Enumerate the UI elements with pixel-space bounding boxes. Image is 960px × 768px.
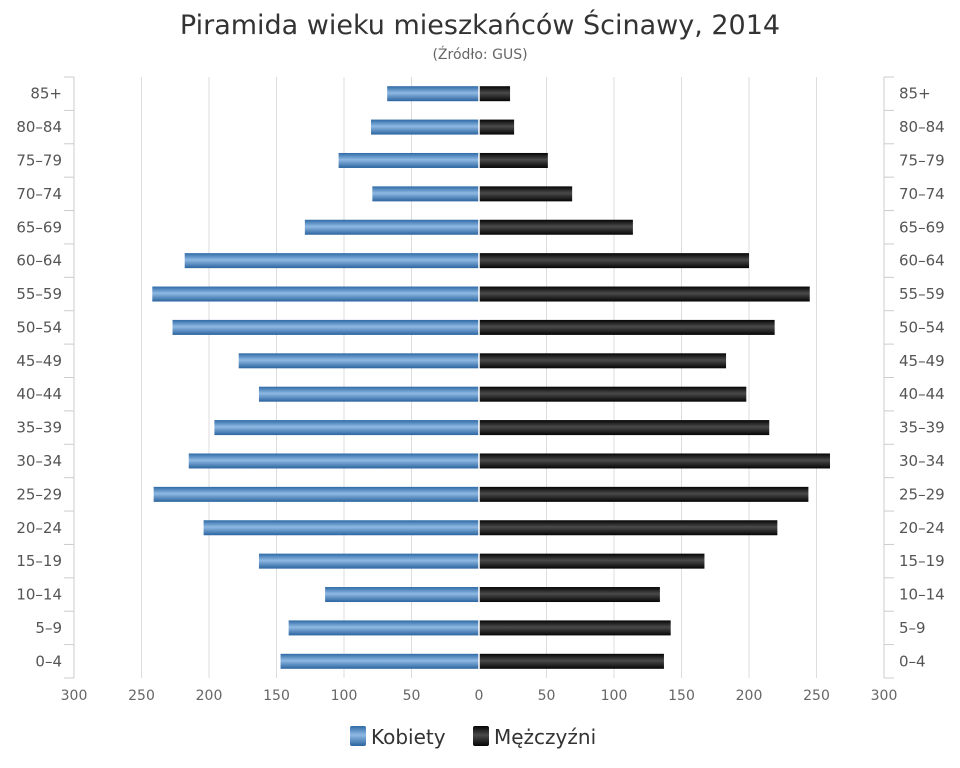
bar-mezczyzni[interactable] [479, 286, 810, 302]
bar-mezczyzni[interactable] [479, 353, 727, 369]
age-group-label-right: 85+ [899, 85, 931, 103]
age-group-label-right: 25–29 [899, 485, 945, 503]
bar-mezczyzni[interactable] [479, 553, 705, 569]
age-group-label-left: 15–19 [16, 552, 62, 570]
bar-kobiety[interactable] [258, 386, 479, 402]
legend-label-kobiety: Kobiety [371, 725, 446, 749]
age-group-label-right: 5–9 [899, 619, 926, 637]
age-group-label-left: 70–74 [16, 185, 62, 203]
x-tick-label: 150 [263, 688, 290, 704]
x-tick-label: 100 [601, 688, 628, 704]
bar-mezczyzni[interactable] [479, 119, 515, 135]
category-labels: 0–4 0–4 5–9 5–9 10–14 10–14 15–19 15–19 20–24 20–… [16, 85, 944, 671]
x-tick-label: 250 [803, 688, 830, 704]
legend: Kobiety Mężczyźni [350, 725, 596, 749]
age-group-label-left: 55–59 [16, 285, 62, 303]
bar-mezczyzni[interactable] [479, 219, 633, 235]
bars [152, 77, 830, 678]
x-tick-label: 150 [668, 688, 695, 704]
legend-swatch-kobiety [350, 726, 366, 746]
x-tick-label: 250 [128, 688, 155, 704]
legend-swatch-mezczyzni [473, 726, 489, 746]
bar-kobiety[interactable] [280, 653, 479, 669]
age-group-label-left: 65–69 [16, 218, 62, 236]
bar-mezczyzni[interactable] [479, 486, 809, 502]
bar-mezczyzni[interactable] [479, 319, 775, 335]
bar-kobiety[interactable] [372, 186, 479, 202]
age-group-label-right: 20–24 [899, 519, 945, 537]
age-group-label-left: 0–4 [35, 652, 62, 670]
age-group-label-left: 60–64 [16, 252, 62, 270]
age-group-label-right: 50–54 [899, 318, 945, 336]
bar-mezczyzni[interactable] [479, 152, 548, 168]
age-group-label-right: 80–84 [899, 118, 945, 136]
legend-label-mezczyzni: Mężczyźni [494, 725, 596, 749]
bar-mezczyzni[interactable] [479, 386, 747, 402]
age-group-label-left: 20–24 [16, 519, 62, 537]
age-group-label-left: 25–29 [16, 485, 62, 503]
age-group-label-left: 80–84 [16, 118, 62, 136]
bar-kobiety[interactable] [288, 620, 479, 636]
x-tick-label: 0 [475, 688, 484, 704]
chart-subtitle: (Źródło: GUS) [432, 45, 527, 63]
age-group-label-right: 70–74 [899, 185, 945, 203]
age-group-label-right: 35–39 [899, 419, 945, 437]
age-group-label-left: 35–39 [16, 419, 62, 437]
bar-mezczyzni[interactable] [479, 253, 749, 269]
age-group-label-left: 5–9 [35, 619, 62, 637]
age-group-label-right: 65–69 [899, 218, 945, 236]
legend-item-kobiety[interactable]: Kobiety [350, 725, 446, 749]
bar-mezczyzni[interactable] [479, 186, 573, 202]
bar-mezczyzni[interactable] [479, 453, 830, 469]
age-group-label-right: 40–44 [899, 385, 945, 403]
chart-title: Piramida wieku mieszkańców Ścinawy, 2014 [180, 9, 780, 41]
bar-kobiety[interactable] [203, 520, 479, 536]
bar-kobiety[interactable] [387, 86, 479, 102]
bar-mezczyzni[interactable] [479, 86, 511, 102]
age-group-label-left: 40–44 [16, 385, 62, 403]
x-axis-tick-labels: 300 250 200 150 100 50 0 50 100 150 200 250 300 [61, 688, 898, 704]
bar-kobiety[interactable] [153, 486, 479, 502]
age-group-label-right: 45–49 [899, 352, 945, 370]
bar-mezczyzni[interactable] [479, 420, 770, 436]
x-tick-label: 50 [538, 688, 556, 704]
bar-kobiety[interactable] [258, 553, 479, 569]
axes [64, 76, 894, 679]
legend-item-mezczyzni[interactable]: Mężczyźni [473, 725, 596, 749]
bar-kobiety[interactable] [238, 353, 479, 369]
bar-mezczyzni[interactable] [479, 587, 660, 603]
bar-kobiety[interactable] [214, 420, 479, 436]
x-tick-label: 100 [331, 688, 358, 704]
x-tick-label: 200 [736, 688, 763, 704]
age-group-label-right: 60–64 [899, 252, 945, 270]
age-group-label-left: 10–14 [16, 586, 62, 604]
x-tick-label: 200 [196, 688, 223, 704]
age-group-label-right: 55–59 [899, 285, 945, 303]
age-group-label-left: 45–49 [16, 352, 62, 370]
bar-kobiety[interactable] [188, 453, 479, 469]
bar-mezczyzni[interactable] [479, 653, 664, 669]
age-group-label-right: 10–14 [899, 586, 945, 604]
x-tick-label: 50 [403, 688, 421, 704]
bar-kobiety[interactable] [371, 119, 479, 135]
bar-mezczyzni[interactable] [479, 520, 778, 536]
bar-kobiety[interactable] [184, 253, 479, 269]
bar-kobiety[interactable] [304, 219, 479, 235]
age-group-label-left: 30–34 [16, 452, 62, 470]
age-group-label-right: 0–4 [899, 652, 926, 670]
age-group-label-left: 50–54 [16, 318, 62, 336]
age-group-label-right: 30–34 [899, 452, 945, 470]
bar-kobiety[interactable] [325, 587, 479, 603]
age-group-label-left: 85+ [30, 85, 62, 103]
x-tick-label: 300 [61, 688, 88, 704]
age-group-label-right: 75–79 [899, 151, 945, 169]
bar-mezczyzni[interactable] [479, 620, 671, 636]
bar-kobiety[interactable] [172, 319, 480, 335]
x-tick-label: 300 [871, 688, 898, 704]
bar-kobiety[interactable] [338, 152, 479, 168]
age-group-label-left: 75–79 [16, 151, 62, 169]
bar-kobiety[interactable] [152, 286, 480, 302]
age-group-label-right: 15–19 [899, 552, 945, 570]
